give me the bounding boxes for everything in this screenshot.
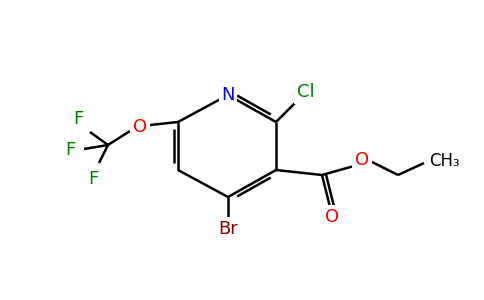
Text: Br: Br [218,220,238,238]
Text: F: F [73,110,83,128]
Text: F: F [88,170,98,188]
Text: O: O [355,151,369,169]
Text: Cl: Cl [297,83,315,101]
Text: F: F [65,141,75,159]
Text: N: N [221,86,235,104]
Text: O: O [133,118,147,136]
Text: CH₃: CH₃ [429,152,459,170]
Text: O: O [325,208,339,226]
